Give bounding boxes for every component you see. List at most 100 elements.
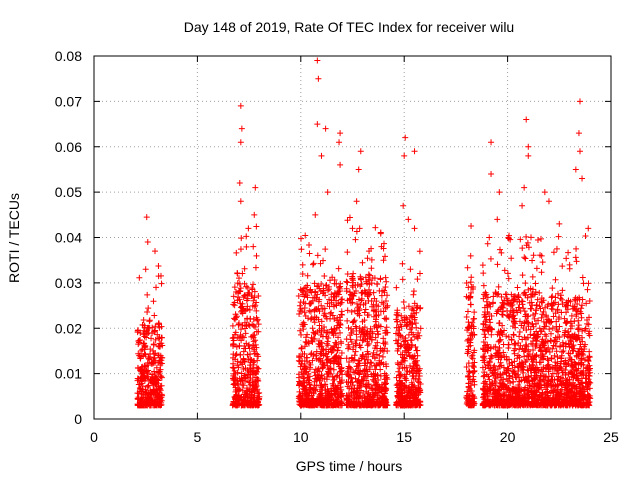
roti-point — [141, 367, 148, 374]
roti-point — [338, 398, 345, 405]
roti-point — [243, 401, 250, 408]
roti-point — [146, 318, 153, 325]
roti-point — [243, 233, 250, 240]
grid-lines — [94, 56, 611, 419]
roti-point — [238, 326, 244, 333]
roti-point — [230, 375, 237, 382]
roti-point — [151, 312, 158, 319]
y-tick-label: 0.06 — [55, 139, 82, 155]
roti-point — [248, 292, 255, 299]
roti-point — [145, 382, 152, 389]
roti-point — [254, 375, 261, 382]
roti-point — [316, 343, 323, 350]
roti-point — [304, 272, 311, 279]
roti-point — [315, 282, 322, 289]
roti-point — [155, 262, 162, 269]
roti-point — [157, 343, 164, 350]
roti-point — [334, 372, 341, 379]
y-tick-label: 0.08 — [55, 48, 82, 64]
roti-point — [135, 394, 142, 401]
roti-point — [235, 275, 242, 282]
roti-point — [306, 250, 313, 257]
roti-point — [327, 365, 334, 372]
roti-point — [158, 391, 165, 398]
roti-point — [303, 366, 310, 373]
roti-point — [141, 373, 148, 380]
roti-point — [301, 350, 308, 357]
roti-point — [148, 397, 155, 404]
data-points — [134, 57, 594, 409]
x-tick-label: 0 — [90, 429, 98, 445]
roti-point — [247, 375, 254, 382]
roti-point — [338, 299, 345, 306]
y-tick-label: 0.03 — [55, 275, 82, 291]
roti-point — [306, 307, 313, 314]
roti-point — [305, 339, 312, 346]
roti-point — [249, 342, 256, 349]
roti-point — [156, 357, 163, 364]
roti-point — [323, 376, 330, 383]
roti-point — [237, 285, 244, 292]
roti-point — [250, 281, 257, 288]
roti-point — [156, 398, 163, 405]
roti-point — [254, 365, 261, 372]
roti-point — [239, 402, 246, 409]
roti-point — [229, 364, 236, 371]
roti-point — [251, 211, 258, 218]
roti-point — [311, 280, 318, 287]
roti-point — [246, 306, 253, 313]
roti-point — [246, 379, 253, 386]
roti-point — [138, 364, 145, 371]
roti-point — [230, 293, 237, 300]
roti-point — [232, 370, 239, 377]
roti-point — [245, 321, 252, 328]
y-tick-label: 0.04 — [55, 230, 82, 246]
roti-point — [336, 324, 343, 331]
roti-point — [250, 361, 257, 368]
roti-point — [305, 315, 312, 322]
roti-point — [244, 391, 251, 398]
roti-point — [148, 335, 155, 342]
roti-point — [145, 305, 152, 312]
roti-point — [330, 342, 337, 349]
roti-point — [138, 388, 145, 395]
roti-point — [230, 365, 237, 372]
roti-point — [235, 321, 242, 328]
roti-point — [337, 329, 343, 336]
roti-point — [302, 232, 309, 239]
roti-point — [153, 364, 160, 371]
roti-point — [247, 365, 254, 372]
roti-point — [298, 344, 305, 351]
roti-point — [306, 359, 313, 366]
roti-point — [249, 371, 256, 378]
roti-point — [239, 381, 246, 388]
roti-point — [138, 347, 145, 354]
roti-point — [298, 246, 305, 253]
roti-point — [310, 351, 317, 358]
roti-point — [322, 246, 329, 253]
y-tick-label: 0 — [74, 411, 82, 427]
roti-point — [252, 369, 259, 376]
x-axis-label: GPS time / hours — [296, 458, 403, 474]
y-axis-label: ROTI / TECUs — [6, 193, 22, 283]
roti-point — [254, 317, 261, 324]
roti-point — [249, 382, 256, 389]
roti-point — [298, 345, 305, 352]
roti-point — [304, 331, 311, 338]
roti-point — [251, 288, 258, 295]
roti-point — [313, 306, 320, 313]
x-tick-label: 10 — [293, 429, 309, 445]
roti-point — [335, 334, 342, 341]
roti-point — [247, 315, 254, 322]
roti-point — [237, 139, 244, 146]
roti-point — [139, 346, 146, 353]
roti-point — [317, 382, 324, 389]
roti-point — [296, 310, 303, 317]
roti-point — [317, 260, 324, 267]
roti-point — [140, 316, 147, 323]
roti-point — [134, 390, 141, 397]
roti-point — [154, 390, 161, 397]
roti-point — [155, 335, 162, 342]
roti-point — [243, 243, 250, 250]
roti-point — [326, 286, 333, 293]
